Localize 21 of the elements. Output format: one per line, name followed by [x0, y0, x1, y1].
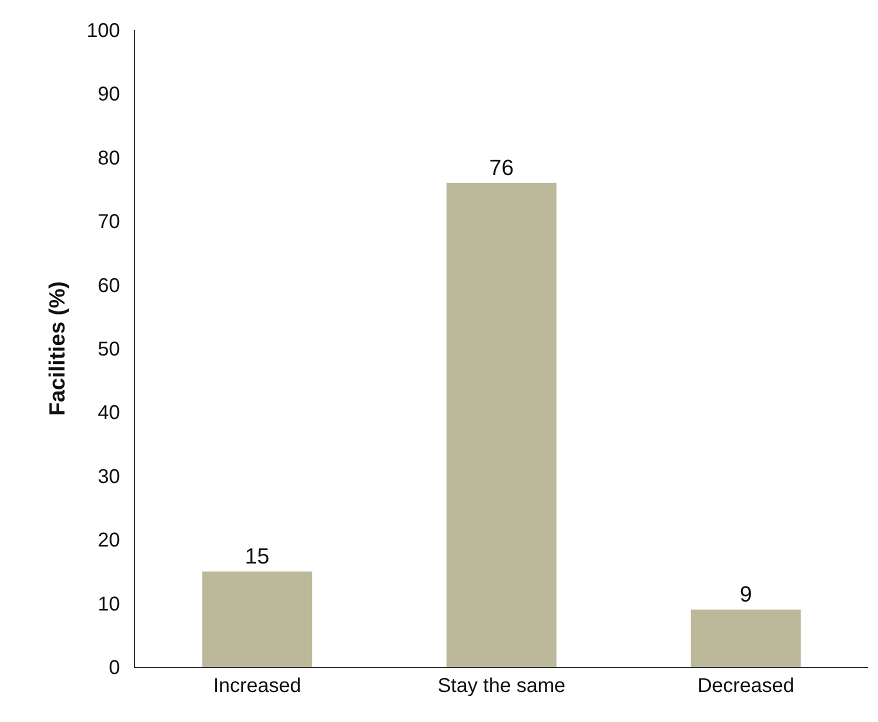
y-tick-label: 20 — [98, 530, 120, 552]
data-label: 9 — [740, 582, 752, 607]
y-tick-label: 50 — [98, 338, 120, 360]
bar — [690, 610, 801, 667]
bar — [202, 571, 312, 667]
y-tick-label: 40 — [98, 402, 120, 424]
x-tick-label: Decreased — [697, 675, 794, 697]
data-label: 15 — [244, 543, 270, 568]
y-axis-title: Facilities (%) — [44, 281, 70, 416]
data-label: 76 — [489, 154, 514, 180]
y-tick-label: 60 — [98, 274, 120, 297]
y-tick-label: 70 — [98, 211, 120, 234]
y-tick-label: 10 — [98, 593, 120, 616]
y-tick-label: 0 — [108, 657, 120, 679]
y-tick-label: 90 — [98, 84, 120, 106]
y-tick-label: 80 — [98, 147, 120, 170]
x-tick-label: Stay the same — [438, 675, 566, 697]
x-tick-label: Increased — [213, 675, 302, 697]
y-tick-label: 30 — [98, 466, 120, 488]
y-tick-label: 100 — [86, 20, 120, 42]
bar — [446, 182, 556, 667]
